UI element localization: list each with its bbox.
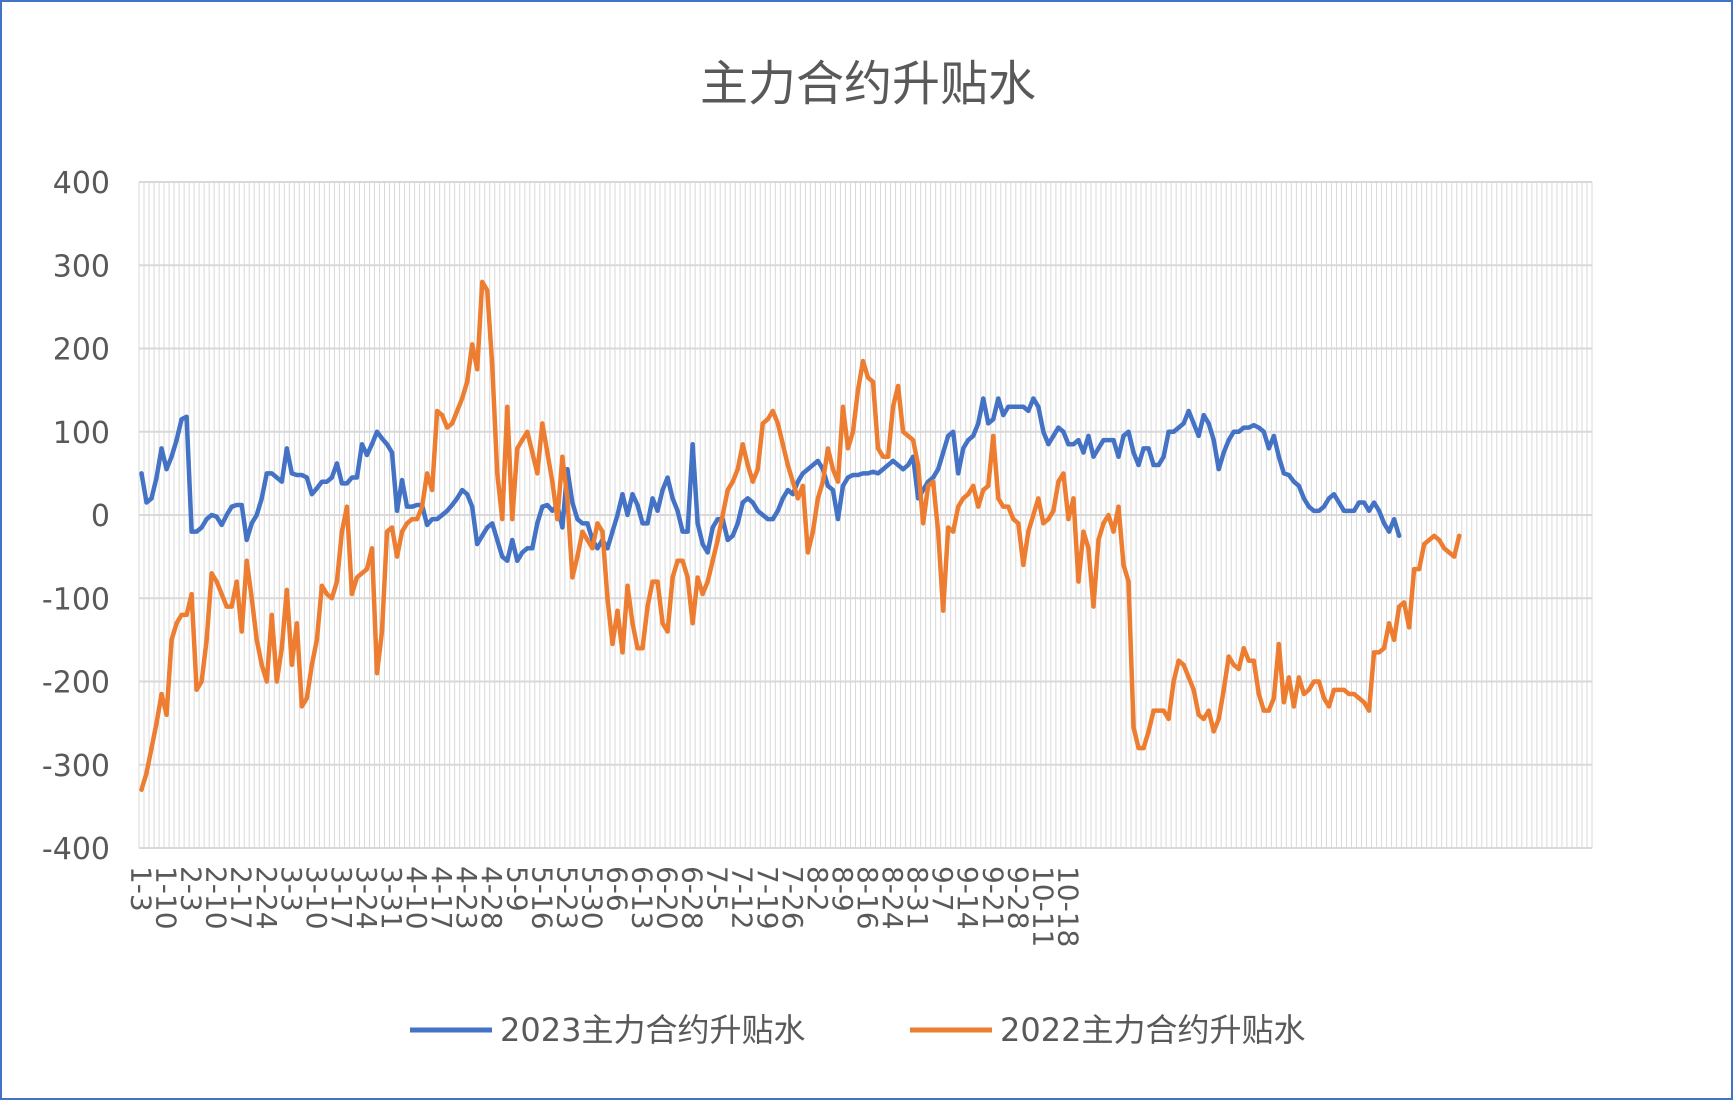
x-tick-label: 2-24 — [250, 866, 283, 930]
x-tick-label: 9-21 — [976, 866, 1009, 930]
x-tick-label: 7-19 — [751, 866, 784, 930]
y-tick-label: -100 — [42, 582, 110, 617]
legend-item: 2022主力合约升贴水 — [910, 1011, 1305, 1049]
x-tick-label: 8-24 — [876, 866, 909, 930]
x-tick-label: 3-24 — [350, 866, 383, 930]
legend-label: 2023主力合约升贴水 — [500, 1011, 805, 1049]
y-tick-label: -400 — [42, 832, 110, 867]
x-tick-label: 3-3 — [275, 866, 308, 912]
x-tick-label: 7-5 — [701, 866, 734, 912]
x-tick-label: 6-20 — [651, 866, 684, 930]
x-tick-label: 8-2 — [801, 866, 834, 912]
x-tick-label: 5-30 — [575, 866, 608, 930]
x-tick-label: 2-3 — [175, 866, 208, 912]
x-tick-label: 8-31 — [901, 866, 934, 930]
legend: 2023主力合约升贴水 2022主力合约升贴水 — [410, 1011, 1305, 1049]
series-line — [139, 396, 1402, 564]
chart-title: 主力合约升贴水 — [700, 56, 1036, 112]
y-tick-label: 300 — [53, 249, 110, 284]
series-line — [139, 279, 1462, 792]
x-tick-label: 7-12 — [726, 866, 759, 930]
y-tick-label: 100 — [53, 416, 110, 451]
x-tick-label: 4-10 — [400, 866, 433, 930]
x-tick-label: 8-16 — [851, 866, 884, 930]
y-tick-label: -200 — [42, 666, 110, 701]
x-tick-label: 6-6 — [600, 866, 633, 912]
legend-item: 2023主力合约升贴水 — [410, 1011, 805, 1049]
x-tick-label: 9-14 — [951, 866, 984, 930]
x-axis-ticks: 1-31-102-32-102-172-243-33-103-173-243-3… — [125, 866, 1085, 947]
grid-layer — [138, 181, 1593, 849]
legend-label: 2022主力合约升贴水 — [1000, 1011, 1305, 1049]
y-tick-label: -300 — [42, 749, 110, 784]
y-axis-ticks: 400 300 200 100 0 -100 -200 -300 -400 — [42, 166, 110, 867]
series-layer — [139, 279, 1462, 792]
x-tick-label: 2-17 — [225, 866, 258, 930]
series-2 — [139, 279, 1462, 792]
x-tick-label: 6-28 — [676, 866, 709, 930]
y-tick-label: 0 — [91, 499, 110, 534]
x-tick-label: 4-23 — [450, 866, 483, 930]
x-tick-label: 9-28 — [1001, 866, 1034, 930]
x-tick-label: 6-13 — [626, 866, 659, 930]
x-tick-label: 3-10 — [300, 866, 333, 930]
x-tick-label: 1-10 — [150, 866, 183, 930]
x-tick-label: 3-31 — [375, 866, 408, 930]
x-tick-label: 2-10 — [200, 866, 233, 930]
x-tick-label: 1-3 — [125, 866, 158, 912]
x-tick-label: 5-23 — [550, 866, 583, 930]
y-tick-label: 400 — [53, 166, 110, 201]
x-tick-label: 5-16 — [525, 866, 558, 930]
x-tick-label: 10-18 — [1051, 866, 1084, 947]
series-1 — [139, 396, 1402, 564]
x-tick-label: 4-17 — [425, 866, 458, 930]
x-tick-label: 4-28 — [475, 866, 508, 930]
x-tick-label: 7-26 — [776, 866, 809, 930]
x-tick-label: 3-17 — [325, 866, 358, 930]
x-tick-label: 8-9 — [826, 866, 859, 912]
x-tick-label: 5-9 — [500, 866, 533, 912]
x-tick-label: 10-11 — [1026, 866, 1059, 947]
y-tick-label: 200 — [53, 333, 110, 368]
x-tick-label: 9-7 — [926, 866, 959, 912]
